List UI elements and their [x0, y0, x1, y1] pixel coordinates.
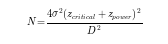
Text: $N = \dfrac{4\sigma^2(z_{critical} + z_{power})^2}{D^2}$: $N = \dfrac{4\sigma^2(z_{critical} + z_{… [26, 7, 142, 37]
